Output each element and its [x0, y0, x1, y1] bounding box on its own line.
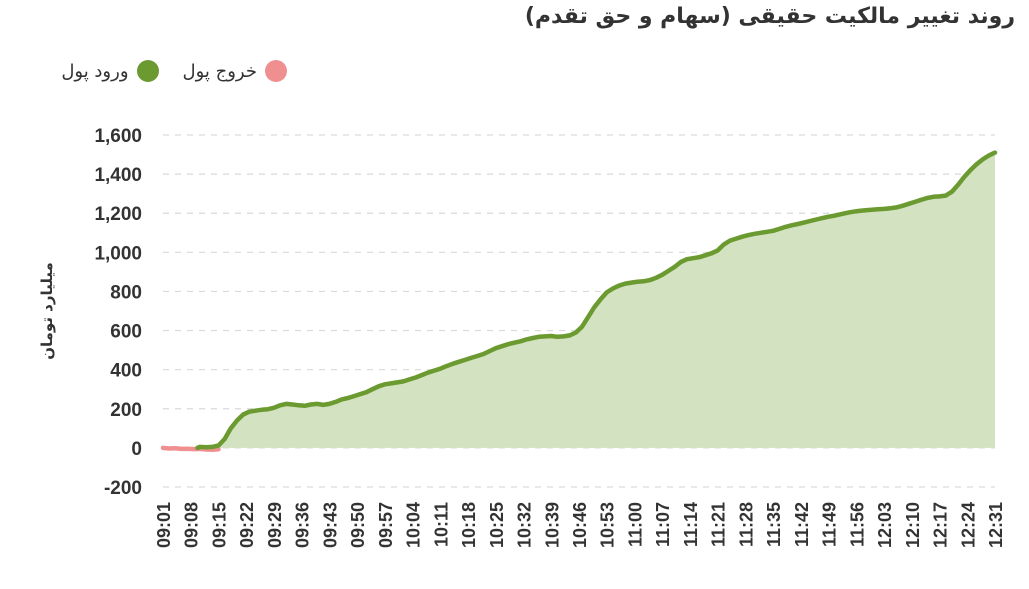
legend-item-outflow[interactable]: خروج پول — [183, 60, 287, 82]
y-tick-label: 600 — [110, 322, 142, 343]
chart-title: روند تغییر مالکیت حقیقی (سهام و حق تقدم) — [524, 4, 1015, 29]
legend-outflow-label: خروج پول — [182, 60, 257, 82]
y-tick-label: 1,000 — [94, 243, 142, 264]
x-tick-label: 12:24 — [958, 502, 978, 548]
x-tick-label: 09:50 — [348, 502, 368, 548]
legend-inflow-marker-icon — [136, 60, 159, 82]
x-tick-label: 10:53 — [598, 502, 618, 548]
legend-item-inflow[interactable]: ورود پول — [61, 60, 159, 82]
x-tick-label: 10:11 — [431, 502, 451, 547]
x-tick-label: 09:22 — [237, 502, 257, 548]
x-tick-label: 11:56 — [847, 502, 867, 547]
y-tick-label: 1,600 — [94, 126, 142, 147]
x-tick-label: 10:04 — [404, 502, 424, 548]
x-tick-label: 10:18 — [459, 502, 479, 548]
x-tick-label: 12:03 — [875, 502, 895, 548]
y-tick-label: 400 — [110, 361, 142, 382]
x-tick-label: 10:25 — [487, 502, 507, 548]
x-tick-label: 10:32 — [515, 502, 535, 548]
y-tick-label: -200 — [104, 478, 142, 499]
y-tick-label: 200 — [110, 400, 142, 421]
x-tick-label: 11:42 — [792, 502, 812, 547]
x-tick-label: 09:01 — [154, 502, 174, 548]
x-tick-label: 11:28 — [736, 502, 756, 547]
line-layer — [160, 150, 998, 453]
x-tick-label: 10:46 — [570, 502, 590, 548]
y-tick-label: 0 — [131, 439, 142, 460]
y-tick-label: 1,200 — [94, 204, 142, 225]
x-tick-label: 09:36 — [293, 502, 313, 548]
y-axis-title: میلیارد تومان — [38, 262, 56, 360]
x-tick-label: 11:14 — [681, 502, 701, 547]
x-tick-label: 11:49 — [820, 502, 840, 547]
x-tick-label: 11:21 — [709, 502, 729, 547]
y-tick-label: 800 — [110, 282, 142, 303]
x-tick-label: 11:07 — [653, 502, 673, 547]
legend-outflow-marker-icon — [265, 60, 287, 82]
y-tick-label: 1,400 — [94, 165, 142, 186]
inflow-line — [195, 150, 998, 451]
x-tick-label: 11:00 — [625, 502, 645, 547]
x-tick-label: 12:31 — [986, 502, 1006, 548]
y-axis-ticks: -200 0 200 400 600 800 1,000 1,200 1,400 1,600 — [94, 126, 142, 499]
x-tick-label: 10:39 — [542, 502, 562, 548]
x-tick-label: 12:17 — [931, 502, 951, 548]
x-tick-label: 09:29 — [265, 502, 285, 548]
x-axis-ticks: 09:01 09:08 09:15 09:22 09:29 09:36 09:43 09:50… — [154, 502, 1006, 548]
legend-inflow-label: ورود پول — [61, 60, 129, 82]
x-tick-label: 09:15 — [209, 502, 229, 548]
chart-legend: ورود پول خروج پول — [61, 60, 287, 82]
x-tick-label: 09:43 — [320, 502, 340, 548]
x-tick-label: 09:08 — [182, 502, 202, 548]
x-tick-label: 12:10 — [903, 502, 923, 548]
x-tick-label: 11:35 — [764, 502, 784, 547]
x-tick-label: 09:57 — [376, 502, 396, 548]
outflow-line — [160, 445, 221, 453]
